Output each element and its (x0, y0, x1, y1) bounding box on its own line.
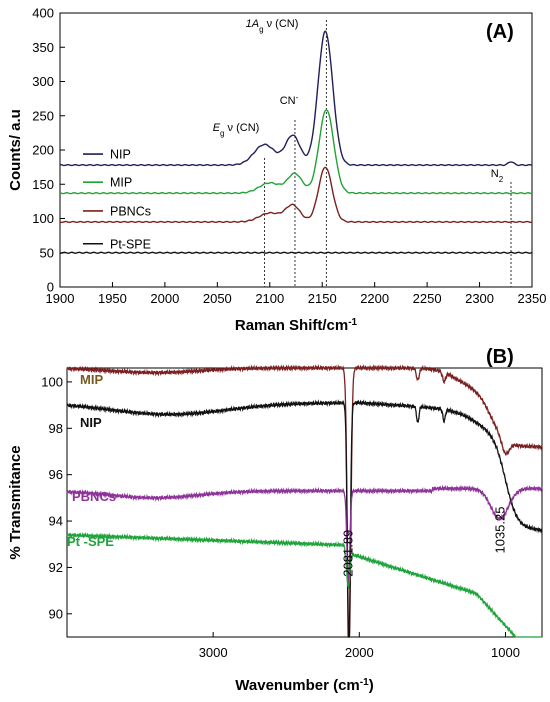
peak-annotation: CN- (280, 93, 299, 108)
ftir-chart: 3000 2000 1000 90 92 94 96 98 100 Wavenumber (cm-… (7, 346, 543, 695)
y-tick-label: 94 (49, 514, 63, 529)
series-line-pbncs (59, 166, 533, 224)
x-tick-label: 2150 (308, 291, 337, 306)
series-line-nip (59, 30, 533, 167)
peak-annotation: 1035.25 (492, 507, 507, 554)
x-tick-label: 1000 (491, 645, 520, 660)
x-tick-label: 2300 (465, 291, 494, 306)
panel-label: (B) (486, 346, 514, 368)
series-label: PBNCs (72, 489, 116, 504)
series-label: Pt -SPE (67, 534, 114, 549)
y-tick-label: 98 (49, 421, 63, 436)
legend-label: MIP (110, 176, 132, 190)
x-tick-label: 3000 (199, 645, 228, 660)
y-axis-title: Counts/ a.u (7, 109, 24, 191)
y-tick-label: 92 (49, 560, 63, 575)
x-tick-label: 1900 (46, 291, 75, 306)
y-tick-label: 96 (49, 467, 63, 482)
legend-label: Pt-SPE (110, 237, 151, 251)
y-tick-label: 100 (41, 374, 63, 389)
x-tick-label: 2350 (518, 291, 547, 306)
x-tick-label: 2000 (345, 645, 374, 660)
peak-annotation: 2081.89 (340, 530, 355, 577)
x-tick-label: 2000 (150, 291, 179, 306)
series-line-mip (66, 363, 543, 638)
peak-annotation: N2 (491, 168, 504, 184)
series-label: MIP (80, 372, 103, 387)
x-tick-label: 2200 (360, 291, 389, 306)
x-axis-title: Raman Shift/cm-1 (235, 317, 358, 335)
legend-label: PBNCs (110, 204, 151, 218)
series-line-ptspe (66, 531, 542, 639)
series-line-nip (66, 399, 543, 638)
x-tick-label: 2100 (255, 291, 284, 306)
series-label: NIP (80, 415, 102, 430)
y-tick-label: 300 (32, 74, 54, 89)
series-line-pbncs (66, 484, 543, 583)
y-tick-label: 250 (32, 108, 54, 123)
y-tick-label: 0 (47, 280, 54, 295)
legend-label: NIP (110, 148, 131, 162)
x-tick-label: 1950 (98, 291, 127, 306)
series-line-mip (59, 109, 533, 195)
raman-chart: 1900 1950 2000 2050 2100 2150 2200 2250 2300 2350… (7, 6, 546, 335)
peak-annotation: Eg ν (CN) (213, 122, 260, 138)
y-tick-label: 150 (32, 177, 54, 192)
plot-frame (66, 367, 543, 638)
y-tick-label: 400 (32, 6, 54, 21)
y-axis-title: % Transmitance (7, 445, 24, 559)
series-line-pt-spe (59, 251, 533, 254)
x-axis-title: Wavenumber (cm-1) (235, 677, 373, 695)
x-tick-label: 2250 (413, 291, 442, 306)
x-tick-label: 2050 (203, 291, 232, 306)
y-tick-label: 100 (32, 211, 54, 226)
peak-annotation: 1Ag ν (CN) (246, 18, 299, 34)
y-tick-label: 90 (49, 606, 63, 621)
panel-label: (A) (486, 21, 514, 43)
y-tick-label: 200 (32, 143, 54, 158)
y-tick-label: 350 (32, 40, 54, 55)
y-tick-label: 50 (40, 245, 54, 260)
